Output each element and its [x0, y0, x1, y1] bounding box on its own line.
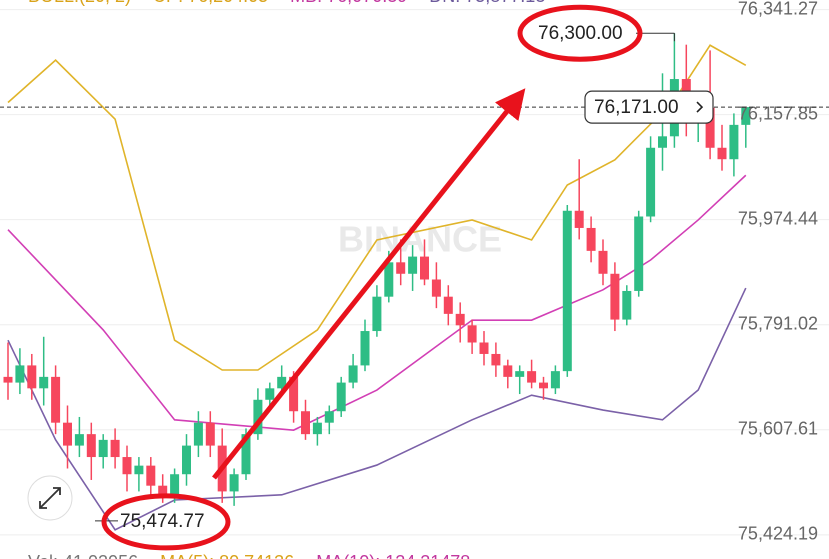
candle-body	[348, 365, 358, 383]
candle-body	[277, 376, 287, 389]
candle-body	[3, 376, 13, 383]
candle-body	[39, 376, 49, 389]
candle-body	[729, 124, 739, 160]
candle-body	[622, 290, 632, 320]
legend-bottom-item: MA(10): 124.21478	[316, 552, 470, 559]
candle-body	[74, 434, 84, 446]
candle-body	[598, 250, 608, 274]
candle-body	[610, 273, 620, 320]
low-label: 75,474.77	[120, 511, 205, 532]
candle-body	[634, 216, 644, 291]
y-tick-label: 75,424.19	[738, 524, 818, 544]
candle-body	[503, 365, 513, 377]
candle-body	[717, 147, 727, 160]
candle-body	[550, 371, 560, 389]
watermark: BINANCE	[338, 219, 502, 260]
legend-top-item: BOLL:(20, 2)	[28, 0, 131, 6]
candle-body	[146, 465, 156, 486]
highlight-ellipse	[101, 493, 231, 551]
candle-body	[372, 296, 382, 332]
candle-body	[301, 411, 310, 435]
last-price-label: 76,171.00	[594, 97, 679, 118]
y-tick-label: 76,341.27	[738, 0, 818, 18]
candle-body	[253, 399, 263, 435]
candle-body	[586, 227, 596, 251]
candle-body	[527, 371, 537, 383]
candle-body	[467, 325, 477, 343]
candle-body	[134, 465, 144, 475]
candle-body	[324, 411, 334, 423]
legend-bottom-item: Vol: 41.02956	[28, 552, 138, 559]
candle-body	[110, 439, 120, 458]
highlight-ellipse	[517, 4, 643, 62]
candle-body	[122, 457, 132, 475]
candle-body	[455, 313, 465, 326]
candle-body	[51, 376, 61, 423]
expand-icon	[39, 487, 61, 509]
candle-body	[336, 382, 346, 412]
y-tick-label: 76,157.85	[738, 103, 818, 123]
last-price-box	[584, 90, 714, 124]
candle-body	[562, 210, 572, 372]
legend-top-item: DN: 75,877.13	[429, 0, 545, 6]
candle-body	[658, 136, 667, 148]
trend-arrow	[212, 88, 526, 480]
candle-body	[408, 256, 418, 274]
candle-body	[289, 376, 299, 412]
candle-body	[86, 434, 96, 458]
candle-body	[312, 422, 322, 435]
candle-body	[384, 262, 394, 297]
candle-body	[491, 353, 501, 366]
y-tick-label: 75,791.02	[738, 313, 818, 333]
candle-body	[741, 107, 751, 125]
candle-body	[158, 485, 168, 495]
candle-body	[574, 210, 584, 228]
candle-body	[360, 331, 370, 366]
legend-bottom-item: MA(5): 80.74136	[160, 552, 294, 559]
candle-body	[705, 107, 715, 148]
candle-body	[265, 388, 275, 400]
y-tick-label: 75,974.44	[738, 208, 818, 228]
candle-body	[182, 445, 191, 475]
candle-body	[98, 439, 108, 458]
candle-body	[431, 279, 441, 297]
candle-body	[229, 474, 239, 492]
candle-body	[515, 371, 525, 377]
candle-body	[420, 256, 429, 280]
legend-top-item: UP: 76,204.05	[153, 0, 268, 6]
candle-body	[479, 342, 489, 354]
candle-body	[15, 365, 25, 383]
candle-body	[539, 382, 548, 389]
candle-body	[205, 422, 215, 446]
chevron	[696, 101, 704, 113]
y-tick-label: 75,607.61	[738, 419, 818, 439]
candle-body	[27, 365, 37, 389]
candle-body	[646, 147, 656, 217]
candle-body	[443, 296, 453, 314]
candle-body	[241, 434, 251, 475]
candle-body	[193, 422, 203, 446]
candle-body	[170, 474, 180, 495]
legend-top-item: MB: 76,070.39	[290, 0, 407, 6]
candle-body	[63, 422, 72, 446]
candle-body	[396, 262, 406, 274]
high-label: 76,300.00	[538, 23, 623, 44]
